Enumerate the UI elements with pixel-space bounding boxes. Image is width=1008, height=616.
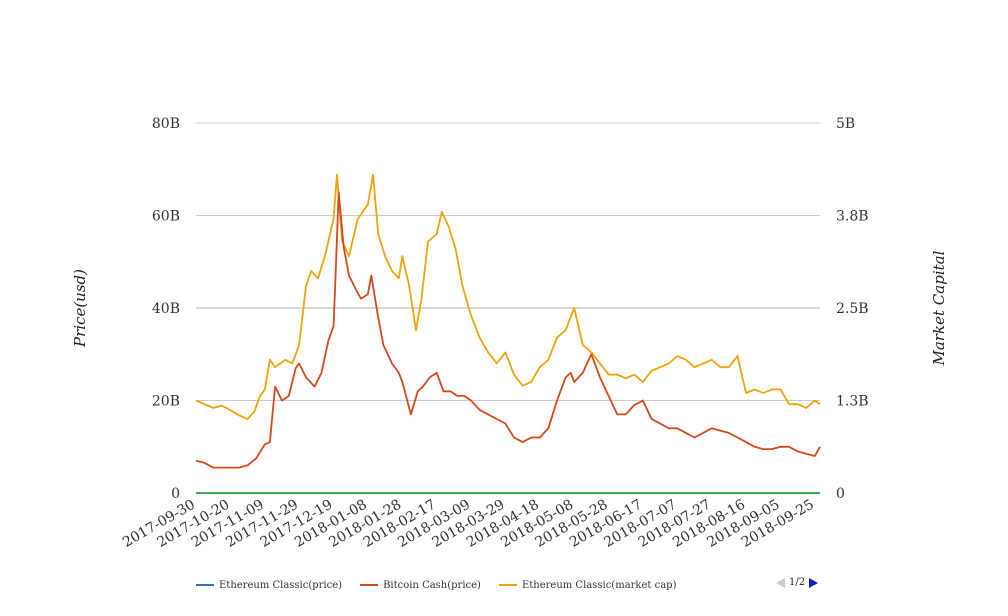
y-tick-label-left: 20B — [152, 394, 180, 410]
series-lines — [195, 173, 821, 494]
legend-item-bch-price[interactable]: Bitcoin Cash(price) — [360, 580, 481, 591]
legend-page-label: 1/2 — [789, 577, 806, 588]
next-page-icon[interactable] — [809, 577, 819, 588]
series-line-1 — [195, 191, 821, 469]
y-tick-label-left: 40B — [152, 301, 180, 317]
legend-label-eth-price: Ethereum Classic(price) — [219, 579, 343, 591]
legend-swatch-bch-price — [360, 584, 379, 586]
prev-page-icon[interactable] — [776, 577, 785, 588]
y-axis-title-left: Price(usd) — [71, 269, 89, 348]
right-axis-ticks: 0 1.3B 2.5B 3.8B 5B — [836, 116, 869, 502]
left-axis-ticks: 0 20B 40B 60B 80B — [152, 116, 180, 502]
y-tick-label-right: 3.8B — [836, 209, 869, 225]
y-tick-label-right: 2.5B — [836, 301, 869, 317]
x-axis-ticks: 2017-09-302017-10-202017-11-092017-11-29… — [120, 497, 817, 551]
legend-label-eth-marketcap: Ethereum Classic(market cap) — [521, 579, 677, 591]
legend-item-eth-price[interactable]: Ethereum Classic(price) — [196, 580, 342, 591]
y-tick-label-left: 60B — [152, 209, 180, 225]
series-line-2 — [195, 173, 821, 420]
y-tick-label-right: 0 — [836, 486, 845, 502]
legend-swatch-eth-price — [196, 584, 214, 586]
y-tick-label-right: 5B — [836, 116, 855, 132]
legend-swatch-eth-marketcap — [498, 584, 517, 586]
y-tick-label-right: 1.3B — [836, 394, 869, 410]
gridlines — [196, 122, 820, 401]
legend-item-eth-marketcap[interactable]: Ethereum Classic(market cap) — [498, 579, 677, 591]
y-tick-label-left: 80B — [152, 116, 180, 132]
legend-label-bch-price: Bitcoin Cash(price) — [383, 579, 481, 591]
y-axis-title-right: Market Capital — [930, 250, 948, 366]
legend-pager: 1/2 — [776, 577, 819, 588]
y-tick-label-left: 0 — [171, 486, 180, 502]
legend: Ethereum Classic(price) Bitcoin Cash(pri… — [196, 576, 676, 594]
